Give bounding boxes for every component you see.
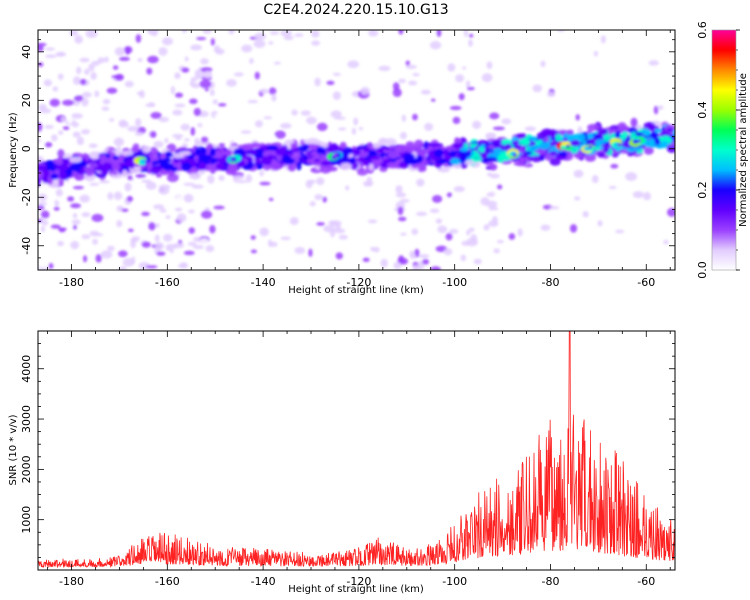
spectrogram-y-tick-label: 20 [20,93,33,107]
spectrogram-x-tick-label: -140 [251,276,276,289]
spectrogram-x-label: Height of straight line (km) [288,285,424,296]
snr-y-tick-label: 3000 [20,405,33,433]
spectrogram-y-axis: -40 -20 0 20 40 [20,39,675,271]
spectrogram-peak [583,146,590,152]
colorbar-tick-label: 0.2 [696,181,709,199]
snr-x-tick-label: -80 [541,575,559,588]
snr-y-label: SNR (10 * v/v) [8,414,19,485]
spectrogram-panel: -180 -160 -140 -120 -100 -80 -60 -40 -20 0 20 40 H… [8,29,676,296]
spectrogram-peak [632,139,639,144]
spectrogram-y-tick-label: 0 [20,145,33,152]
colorbar-tick-label: 0.0 [696,261,709,279]
snr-y-axis: 1000 2000 3000 4000 [20,330,675,571]
spectrogram-peak [588,145,593,149]
spectrogram-peak [333,153,338,157]
colorbar: 0.0 0.2 0.4 0.6 Normalized spectral amplitu… [696,21,749,279]
spectrogram-heatmap [38,30,675,270]
spectrogram-x-tick-label: -180 [59,276,84,289]
spectrogram-peak [144,160,149,164]
colorbar-scale [712,30,736,270]
snr-x-tick-label: -100 [442,575,467,588]
snr-x-axis: -180 -160 -140 -120 -100 -80 -60 [47,331,671,588]
snr-x-tick-label: -120 [346,575,371,588]
spectrogram-peak [230,158,235,162]
snr-series-line [38,331,675,569]
colorbar-tick-label: 0.4 [696,101,709,119]
spectrogram-x-tick-label: -80 [541,276,559,289]
colorbar-tick-label: 0.6 [696,21,709,39]
snr-x-label: Height of straight line (km) [288,584,424,595]
spectrogram-x-tick-label: -100 [442,276,467,289]
snr-x-tick-label: -140 [251,575,276,588]
spectrogram-peak [560,145,567,150]
figure-title: C2E4.2024.220.15.10.G13 [263,2,448,18]
spectrogram-peak [512,153,517,157]
spectrogram-x-tick-label: -120 [346,276,371,289]
spectrogram-y-tick-label: -40 [20,237,33,255]
spectrogram-frame [37,29,676,271]
snr-y-tick-label: 4000 [20,355,33,383]
spectrogram-y-label: Frequency (Hz) [8,112,19,188]
spectrogram-x-axis: -180 -160 -140 -120 -100 -80 -60 [47,30,671,289]
spectrogram-x-tick-label: -60 [637,276,655,289]
spectrogram-y-tick-label: 40 [20,45,33,59]
colorbar-label: Normalized spectral amplitude [738,73,749,227]
colorbar-ticks: 0.0 0.2 0.4 0.6 [696,21,740,279]
snr-x-tick-label: -160 [155,575,180,588]
snr-y-tick-label: 1000 [20,506,33,534]
spectrogram-peak [637,139,642,143]
spectrogram-peak [617,143,622,147]
spectrogram-y-tick-label: -20 [20,188,33,206]
snr-x-tick-label: -60 [637,575,655,588]
snr-frame [37,330,676,571]
spectrogram-peak [565,144,570,148]
spectrogram-x-tick-label: -160 [155,276,180,289]
snr-x-tick-label: -180 [59,575,84,588]
spectrogram-peak [139,158,146,164]
snr-y-tick-label: 2000 [20,455,33,483]
snr-panel: -180 -160 -140 -120 -100 -80 -60 1000 2000 3000 4… [8,330,676,595]
